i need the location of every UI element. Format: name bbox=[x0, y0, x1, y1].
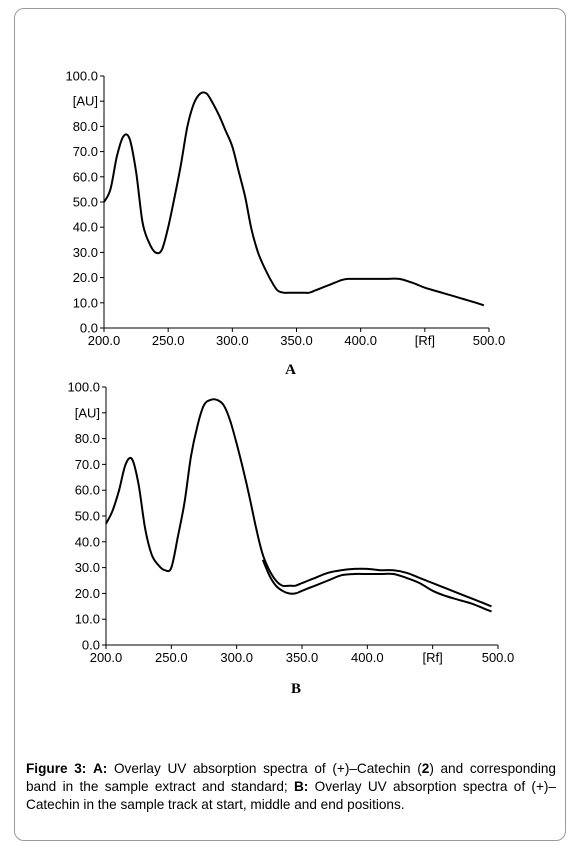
y-tick-label: 100.0 bbox=[67, 380, 100, 395]
spectrum-line-1 bbox=[105, 398, 492, 608]
y-tick-label: 0.0 bbox=[82, 638, 100, 653]
chart-a: 0.0 10.0 20.0 30.0 40.0 50.0 60.0 70.0 80.0 [AU] 1… bbox=[65, 69, 506, 379]
x-axis-label: [Rf] bbox=[423, 650, 443, 665]
y-tick-label: 50.0 bbox=[73, 195, 98, 210]
y-axis-label: [AU] bbox=[75, 405, 100, 420]
caption-b-text: Overlay UV absorption spectra of (+)–Cat… bbox=[26, 779, 556, 812]
y-tick-label: 80.0 bbox=[73, 119, 98, 134]
caption-b-label: B: bbox=[293, 779, 309, 794]
y-tick-label: 60.0 bbox=[73, 169, 98, 184]
y-tick-label: 30.0 bbox=[75, 560, 100, 575]
y-tick-label: 30.0 bbox=[73, 245, 98, 260]
y-tick-label: 40.0 bbox=[75, 534, 100, 549]
caption-a-text-2: ) and corresponding band in the sample e… bbox=[26, 761, 556, 794]
y-tick-label: 0.0 bbox=[80, 321, 98, 336]
x-tick-label: 250.0 bbox=[155, 650, 188, 665]
caption-a-text-1: Overlay UV absorption spectra of (+)–Cat… bbox=[107, 761, 422, 776]
x-tick-label: 350.0 bbox=[286, 650, 319, 665]
x-tick-label: 350.0 bbox=[280, 333, 313, 348]
y-tick-label: 20.0 bbox=[73, 270, 98, 285]
caption-figure-label: Figure 3: bbox=[26, 761, 87, 776]
x-tick-label: 200.0 bbox=[90, 650, 123, 665]
y-tick-label: 10.0 bbox=[75, 612, 100, 627]
y-tick-label: 20.0 bbox=[75, 586, 100, 601]
x-tick-label: 500.0 bbox=[482, 650, 515, 665]
panel-label: A bbox=[285, 362, 296, 378]
x-tick-label: 500.0 bbox=[473, 333, 506, 348]
y-tick-label: 70.0 bbox=[73, 144, 98, 159]
caption-a-label: A: bbox=[92, 761, 108, 776]
y-tick-label: 70.0 bbox=[75, 457, 100, 472]
x-tick-label: 400.0 bbox=[344, 333, 377, 348]
y-tick-label: 40.0 bbox=[73, 220, 98, 235]
x-tick-label: 400.0 bbox=[351, 650, 384, 665]
x-tick-label: 250.0 bbox=[152, 333, 185, 348]
chart-b: 0.0 10.0 20.0 30.0 40.0 50.0 60.0 70.0 80.0 [AU] 1… bbox=[67, 380, 515, 698]
y-tick-label: 50.0 bbox=[75, 509, 100, 524]
panel-label: B bbox=[291, 681, 301, 697]
x-tick-label: 200.0 bbox=[88, 333, 121, 348]
y-tick-label: 80.0 bbox=[75, 431, 100, 446]
y-tick-label: 100.0 bbox=[65, 69, 98, 84]
figure-caption: Figure 3: A: Overlay UV absorption spect… bbox=[26, 760, 556, 814]
spectrum-line-2 bbox=[261, 559, 492, 613]
x-tick-label: 300.0 bbox=[216, 333, 249, 348]
y-tick-label: 10.0 bbox=[73, 295, 98, 310]
x-axis-label: [Rf] bbox=[415, 333, 435, 348]
spectrum-line-1 bbox=[103, 91, 485, 307]
y-tick-label: 60.0 bbox=[75, 483, 100, 498]
x-tick-label: 300.0 bbox=[220, 650, 253, 665]
y-axis-label: [AU] bbox=[73, 94, 98, 109]
caption-compound-number: 2 bbox=[421, 761, 430, 776]
